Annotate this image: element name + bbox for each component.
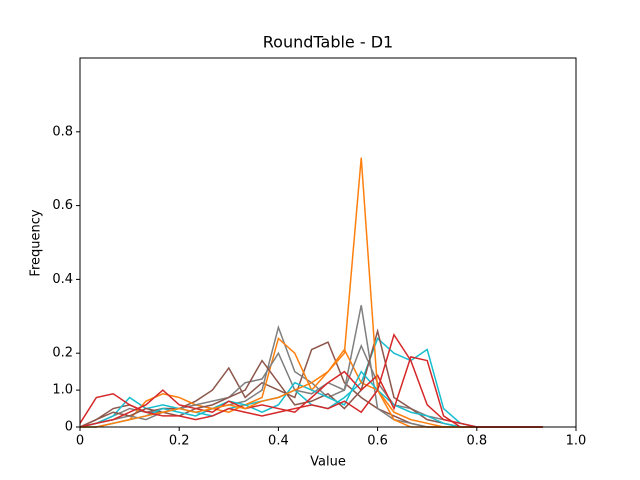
x-tick-label: 0.6 [367,434,388,449]
x-tick-label: 0.8 [466,434,487,449]
x-tick-label: 0 [76,434,84,449]
y-tick-label: 0.4 [52,272,73,287]
y-axis-label: Frequency [29,209,44,276]
y-tick-label: 0.2 [52,346,73,361]
y-tick-label: 0 [65,420,73,435]
x-tick-label: 0.2 [169,434,190,449]
line-series [79,332,543,428]
x-tick-label: 1.0 [566,434,587,449]
y-tick-label: 0.8 [52,124,73,139]
chart-title: RoundTable - D1 [263,33,393,52]
x-tick-label: 0.4 [268,434,289,449]
y-tick-label: 0.6 [52,198,73,213]
y-tick-label: 1.0 [52,383,73,398]
x-axis-label: Value [310,455,346,470]
plot-frame [79,57,577,428]
